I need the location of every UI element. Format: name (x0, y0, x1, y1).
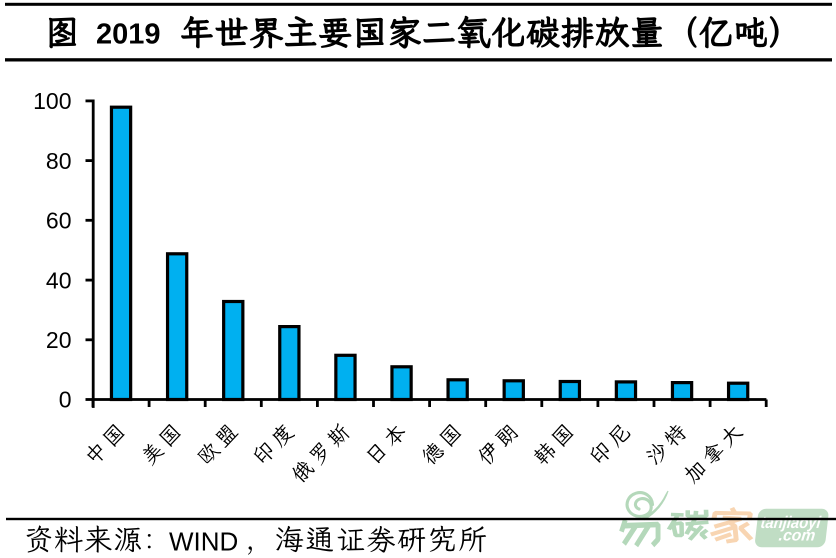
svg-text:2019: 2019 (96, 18, 161, 50)
svg-text:WIND: WIND (169, 527, 238, 557)
svg-text:20: 20 (46, 327, 72, 353)
svg-text:tanjiaoyi: tanjiaoyi (760, 513, 823, 532)
svg-text:100: 100 (33, 88, 71, 114)
svg-text:80: 80 (46, 148, 72, 174)
svg-text:60: 60 (46, 208, 72, 234)
svg-text:0: 0 (59, 387, 72, 413)
svg-text:.com: .com (778, 527, 817, 545)
svg-text:40: 40 (46, 267, 72, 293)
